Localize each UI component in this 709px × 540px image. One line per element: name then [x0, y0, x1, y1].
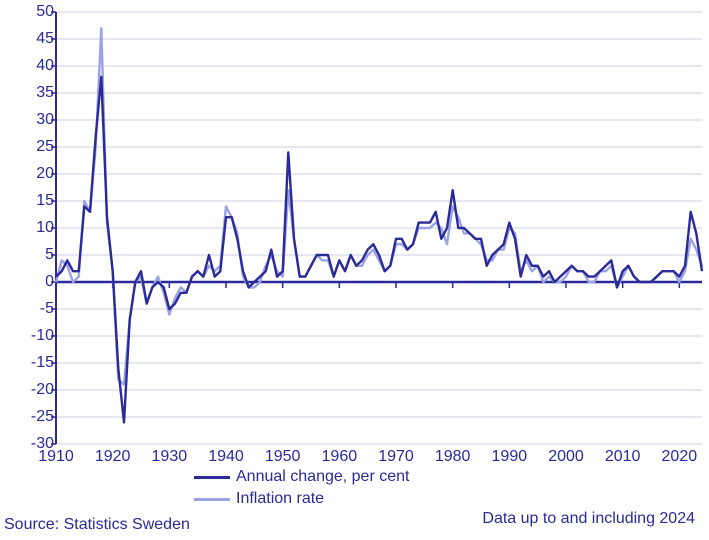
legend-label-0: Annual change, per cent	[236, 468, 409, 486]
x-axis-tick: 2020	[662, 448, 698, 466]
y-axis-tick: 5	[45, 246, 54, 264]
x-axis-tick: 1990	[492, 448, 528, 466]
x-axis-tick: 1910	[38, 448, 74, 466]
x-axis-tick: 1970	[378, 448, 414, 466]
x-axis-tick: 1930	[152, 448, 188, 466]
y-axis-tick: 20	[36, 165, 54, 183]
legend-swatch-1	[194, 498, 230, 501]
y-axis-tick: 50	[36, 3, 54, 21]
x-axis-tick: 1940	[208, 448, 244, 466]
y-axis-tick: -15	[31, 354, 54, 372]
y-axis-tick: -20	[31, 381, 54, 399]
x-axis-tick: 2000	[548, 448, 584, 466]
x-axis-tick: 1980	[435, 448, 471, 466]
x-axis-tick: 2010	[605, 448, 641, 466]
footer-source: Source: Statistics Sweden	[4, 516, 190, 534]
y-axis-tick: 15	[36, 192, 54, 210]
y-axis-tick: 40	[36, 57, 54, 75]
legend-item-annual-change: Annual change, per cent	[194, 468, 409, 486]
y-axis-tick: -5	[40, 300, 54, 318]
legend-item-inflation-rate: Inflation rate	[194, 490, 324, 508]
legend-swatch-0	[194, 476, 230, 479]
x-axis-tick: 1950	[265, 448, 301, 466]
y-axis-tick: -25	[31, 408, 54, 426]
legend-label-1: Inflation rate	[236, 490, 324, 508]
y-axis-tick: 45	[36, 30, 54, 48]
x-axis-tick: 1960	[322, 448, 358, 466]
y-axis-tick: 35	[36, 84, 54, 102]
x-axis-tick: 1920	[95, 448, 131, 466]
chart-container: -30-25-20-15-10-505101520253035404550 19…	[0, 0, 709, 540]
y-axis-tick: 25	[36, 138, 54, 156]
y-axis-tick: -10	[31, 327, 54, 345]
footer-data-range: Data up to and including 2024	[482, 510, 695, 528]
y-axis-tick: 0	[45, 273, 54, 291]
y-axis-tick: 30	[36, 111, 54, 129]
y-axis-tick: 10	[36, 219, 54, 237]
